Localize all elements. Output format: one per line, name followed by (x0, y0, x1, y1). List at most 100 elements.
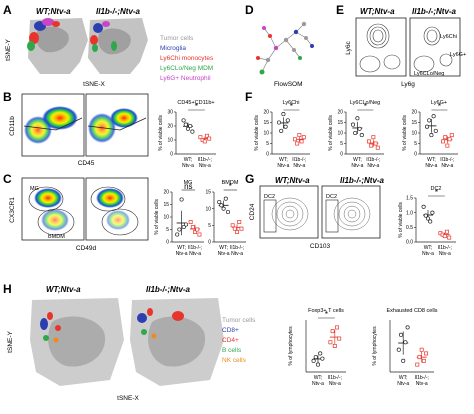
panel-a-ylabel: tSNE-Y (5, 39, 12, 61)
group-label: WT; Ntv-a (312, 375, 324, 387)
panel-b-flow-wt (21, 93, 85, 157)
panel-e-gate-ly6g: Ly6G+ (450, 52, 466, 58)
sig-label: * (325, 310, 328, 319)
data-point (330, 329, 335, 334)
data-point (415, 362, 420, 367)
panel-g-gate-dc2-ko: DC2 (326, 194, 337, 200)
y-axis-label: % of viable cells (254, 115, 260, 151)
data-point (427, 118, 432, 123)
y-tick-label: 20 (337, 110, 343, 116)
data-point (350, 122, 356, 127)
y-tick-label: 5 (414, 141, 417, 147)
panel-g-contour-ko: DC2 (321, 185, 381, 239)
data-point (375, 145, 380, 150)
data-point (299, 139, 304, 144)
data-point (421, 204, 426, 209)
data-point (221, 206, 226, 211)
group-label: WT; Ntv-a (425, 157, 437, 169)
data-point (188, 220, 193, 224)
data-point (337, 336, 342, 341)
group-label-line: Il1b-/-; (188, 245, 202, 251)
data-point (398, 332, 404, 337)
panel-c-gate-bmdm: BMDM (48, 234, 65, 240)
data-point (285, 118, 290, 123)
data-point (311, 358, 316, 363)
data-point (353, 130, 358, 136)
panel-e-ylabel: Ly6c (345, 41, 352, 55)
group-label: Il1b-/-; Ntv-a (198, 157, 212, 169)
data-point (219, 203, 224, 208)
panel-h-title-wt: WT;Ntv-a (46, 285, 81, 294)
group-label-line: WT; (279, 157, 288, 163)
group-label: WT; Ntv-a (176, 245, 188, 257)
data-point (232, 226, 237, 231)
data-point (430, 210, 435, 215)
panel-letter-g: G (245, 172, 254, 186)
group-label-line: Ntv-a (416, 381, 428, 387)
group-label-line: WT; (219, 245, 228, 251)
group-label-line: Ntv-a (367, 163, 379, 169)
group-label-line: Il1b-/-; (230, 245, 244, 251)
data-point (447, 137, 452, 142)
data-point (433, 128, 438, 133)
y-tick-label: 15 (163, 202, 169, 208)
data-point (193, 230, 197, 234)
group-label-line: Ntv-a (176, 251, 188, 257)
group-label: Il1b-/-; Ntv-a (415, 375, 429, 387)
y-tick-label: 15 (411, 120, 417, 126)
data-point (424, 124, 430, 129)
panel-g-title-ko: Il1b-/-;Ntv-a (340, 176, 385, 185)
group-label-line: WT; (399, 375, 408, 381)
data-point (443, 135, 448, 140)
legend-a-microglia: Microglia (160, 45, 186, 52)
data-point (217, 199, 222, 205)
plot-title: Exhausted CD8 cells (386, 308, 437, 314)
panel-g-contour-wt: DC2 (259, 185, 319, 239)
group-label-line: Il1b-/-; (440, 157, 454, 163)
data-point (237, 220, 242, 224)
y-tick-label: 10 (411, 131, 417, 137)
data-point (279, 128, 284, 133)
group-label-line: Il1b-/-; (292, 157, 306, 163)
y-tick-label: 5 (208, 223, 211, 229)
sig-label: * (438, 102, 441, 111)
y-tick-label: 10 (205, 206, 211, 212)
plot-title: CD45+CD11b+ (177, 100, 214, 106)
group-label: WT; Ntv-a (351, 157, 363, 169)
legend-a-tumor: Tumor cells (160, 35, 194, 42)
panel-h-title-ko: Il1b-/-;Ntv-a (146, 285, 191, 294)
group-label: Il1b-/-; Ntv-a (230, 245, 244, 257)
sig-label: * (229, 182, 232, 191)
panel-a-xlabel: tSNE-X (83, 81, 105, 88)
sig-label: * (290, 102, 293, 111)
group-label-line: Il1b-/-; (415, 375, 429, 381)
group-label-line: Ntv-a (441, 163, 453, 169)
group-label: Il1b-/-; Ntv-a (438, 245, 452, 257)
data-point (239, 226, 244, 231)
plot-title: BMDM (222, 180, 239, 186)
group-label-line: WT; (427, 157, 436, 163)
y-tick-label: 0.0 (406, 240, 413, 246)
plot-title: Ly6Chi (283, 100, 300, 106)
y-tick-label: 20 (167, 124, 173, 130)
data-point (449, 133, 454, 138)
group-label-line: Ntv-a (189, 251, 201, 257)
panel-c-flow-ko (85, 177, 149, 241)
y-tick-label: 0 (340, 152, 343, 158)
data-point (447, 235, 452, 240)
group-label: Il1b-/-; Ntv-a (366, 157, 380, 169)
data-point (357, 126, 362, 131)
data-point (429, 133, 434, 138)
panel-e-contour-wt (355, 17, 407, 77)
data-point (230, 223, 235, 228)
y-tick-label: 0.5 (406, 225, 413, 231)
data-point (179, 197, 184, 202)
panel-b-ylabel: CD11b (9, 116, 16, 136)
panel-h-foxp3-dot-plot: Foxp3+ T cells% of lymphocytes*WT; Ntv-aI… (288, 308, 346, 387)
data-point (185, 126, 191, 131)
y-axis-label: % of viable cells (328, 115, 334, 151)
legend-h-cd4: CD4+ (222, 337, 239, 344)
